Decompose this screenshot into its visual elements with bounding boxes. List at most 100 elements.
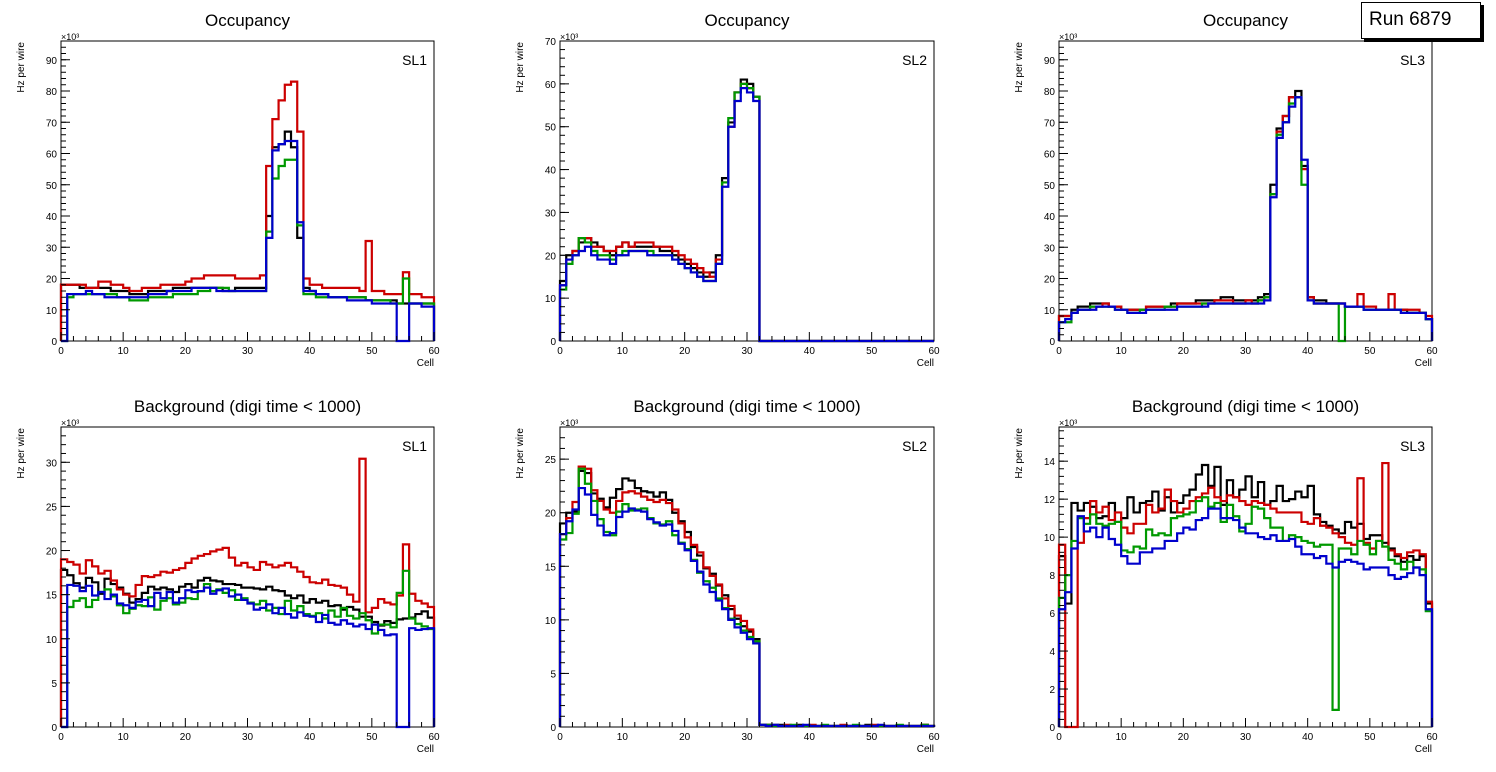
run-label-box: Run 6879: [1361, 2, 1481, 39]
y-tick-label: 80: [1044, 87, 1056, 98]
y-tick-label: 8: [1049, 571, 1055, 582]
y-axis-label: Hz per wire: [1014, 42, 1025, 93]
y-tick-label: 0: [1049, 337, 1055, 348]
x-tick-label: 0: [557, 346, 563, 357]
x-tick-label: 40: [304, 346, 316, 357]
chart-title: Background (digi time < 1000): [134, 397, 361, 416]
x-tick-label: 0: [1056, 732, 1062, 743]
y-tick-label: 40: [545, 166, 557, 177]
chart-title: Occupancy: [1203, 11, 1289, 30]
y-tick-label: 20: [545, 251, 557, 262]
x-tick-label: 40: [1302, 346, 1314, 357]
series-blue: [1057, 507, 1434, 727]
y-tick-label: 0: [550, 723, 556, 734]
y-tick-label: 30: [46, 458, 58, 469]
series-red: [558, 82, 934, 343]
plot-frame: [1058, 426, 1433, 728]
series-blue: [558, 87, 934, 343]
y-axis-label: Hz per wire: [16, 42, 27, 93]
y-axis-label: Hz per wire: [1014, 428, 1025, 479]
y-tick-label: 0: [51, 337, 57, 348]
y-tick-label: 2: [1049, 685, 1055, 696]
chart-panel-4: 0 10 20 30 40 50 60 0 5 10 15 20 25 30 ×10³ Background …: [16, 397, 440, 755]
plot-frame: [1058, 40, 1433, 342]
y-tick-label: 70: [545, 37, 557, 48]
x-tick-label: 50: [866, 732, 878, 743]
x-tick-label: 20: [679, 732, 691, 743]
x-tick-label: 10: [617, 732, 629, 743]
y-tick-label: 5: [550, 669, 556, 680]
y-tick-label: 90: [1044, 56, 1056, 67]
x-tick-label: 40: [804, 732, 816, 743]
x-axis-label: Cell: [917, 358, 934, 369]
run-label: Run 6879: [1369, 9, 1452, 30]
y-axis-label: Hz per wire: [515, 42, 526, 93]
x-tick-label: 50: [1364, 346, 1376, 357]
x-tick-label: 40: [1302, 732, 1314, 743]
x-tick-label: 30: [1240, 732, 1252, 743]
y-tick-label: 10: [46, 306, 58, 317]
y-tick-label: 12: [1044, 495, 1056, 506]
series-blue: [1057, 96, 1434, 341]
y-tick-label: 40: [46, 212, 58, 223]
y-tick-label: 60: [46, 150, 58, 161]
y-exponent-label: ×10³: [1059, 32, 1077, 42]
y-tick-label: 5: [51, 679, 57, 690]
y-tick-label: 10: [545, 294, 557, 305]
chart-title: Occupancy: [205, 11, 291, 30]
x-axis-label: Cell: [417, 358, 434, 369]
x-tick-label: 30: [1240, 346, 1252, 357]
y-tick-label: 20: [46, 275, 58, 286]
series-black: [59, 568, 436, 727]
y-tick-label: 0: [550, 337, 556, 348]
y-tick-label: 15: [545, 562, 557, 573]
superlayer-tag: SL3: [1400, 438, 1425, 454]
superlayer-tag: SL1: [402, 438, 427, 454]
plot-frame: [60, 426, 435, 728]
series-red: [558, 465, 936, 728]
x-tick-label: 30: [242, 346, 254, 357]
y-axis-label: Hz per wire: [16, 428, 27, 479]
y-exponent-label: ×10³: [61, 418, 79, 428]
x-tick-label: 60: [928, 346, 940, 357]
y-tick-label: 50: [1044, 181, 1056, 192]
x-axis-label: Cell: [1415, 744, 1432, 755]
x-tick-label: 0: [557, 732, 563, 743]
y-tick-label: 10: [46, 635, 58, 646]
plot-frame: [559, 426, 935, 728]
x-tick-label: 30: [242, 732, 254, 743]
superlayer-tag: SL3: [1400, 52, 1425, 68]
y-tick-label: 20: [545, 509, 557, 520]
y-tick-label: 6: [1049, 609, 1055, 620]
y-tick-label: 40: [1044, 212, 1056, 223]
series-green: [61, 158, 436, 343]
y-exponent-label: ×10³: [560, 418, 578, 428]
chart-title: Background (digi time < 1000): [633, 397, 860, 416]
x-tick-label: 30: [741, 346, 753, 357]
x-tick-label: 60: [1426, 346, 1438, 357]
y-exponent-label: ×10³: [61, 32, 79, 42]
y-tick-label: 25: [545, 455, 557, 466]
x-tick-label: 40: [804, 346, 816, 357]
superlayer-tag: SL2: [902, 438, 927, 454]
x-axis-label: Cell: [417, 744, 434, 755]
series-blue: [61, 583, 436, 729]
y-tick-label: 60: [1044, 150, 1056, 161]
y-tick-label: 30: [545, 208, 557, 219]
y-tick-label: 50: [545, 123, 557, 134]
y-tick-label: 0: [1049, 723, 1055, 734]
y-tick-label: 60: [545, 80, 557, 91]
y-tick-label: 25: [46, 502, 58, 513]
x-tick-label: 10: [1116, 732, 1128, 743]
x-axis-label: Cell: [1415, 358, 1432, 369]
y-tick-label: 14: [1044, 457, 1056, 468]
y-tick-label: 20: [46, 547, 58, 558]
chart-panel-1: 0 10 20 30 40 50 60 0 10 20 30 40 50 60 70 80 90 ×10³ Occu…: [16, 11, 440, 369]
y-tick-label: 0: [51, 723, 57, 734]
y-tick-label: 10: [545, 616, 557, 627]
y-exponent-label: ×10³: [560, 32, 578, 42]
y-tick-label: 30: [46, 243, 58, 254]
y-tick-label: 4: [1049, 647, 1055, 658]
x-tick-label: 60: [428, 732, 440, 743]
